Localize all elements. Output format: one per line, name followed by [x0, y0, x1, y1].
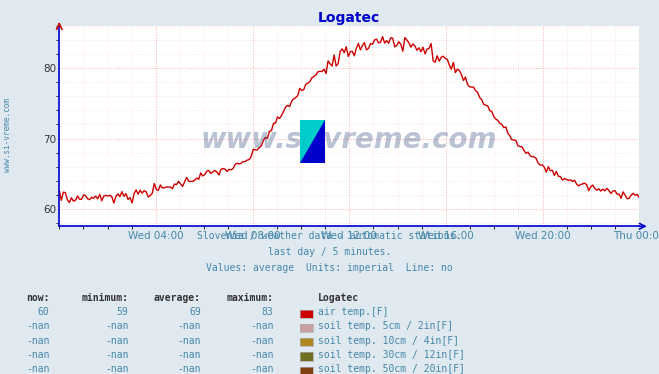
Text: now:: now: — [26, 293, 49, 303]
Text: soil temp. 50cm / 20in[F]: soil temp. 50cm / 20in[F] — [318, 364, 465, 374]
Text: soil temp. 30cm / 12in[F]: soil temp. 30cm / 12in[F] — [318, 350, 465, 360]
Text: -nan: -nan — [105, 322, 129, 331]
Text: -nan: -nan — [250, 322, 273, 331]
Text: 60: 60 — [38, 307, 49, 317]
Text: -nan: -nan — [26, 336, 49, 346]
Text: -nan: -nan — [105, 364, 129, 374]
Text: -nan: -nan — [177, 322, 201, 331]
Text: -nan: -nan — [105, 350, 129, 360]
Text: 59: 59 — [117, 307, 129, 317]
Text: -nan: -nan — [26, 350, 49, 360]
Text: -nan: -nan — [177, 336, 201, 346]
Text: minimum:: minimum: — [82, 293, 129, 303]
Text: average:: average: — [154, 293, 201, 303]
Title: Logatec: Logatec — [318, 11, 380, 25]
Text: -nan: -nan — [250, 350, 273, 360]
Text: last day / 5 minutes.: last day / 5 minutes. — [268, 247, 391, 257]
Text: 83: 83 — [262, 307, 273, 317]
Text: -nan: -nan — [177, 364, 201, 374]
Text: -nan: -nan — [250, 364, 273, 374]
Text: Values: average  Units: imperial  Line: no: Values: average Units: imperial Line: no — [206, 263, 453, 273]
Polygon shape — [300, 120, 325, 163]
Text: www.si-vreme.com: www.si-vreme.com — [3, 98, 13, 172]
Text: www.si-vreme.com: www.si-vreme.com — [201, 126, 498, 154]
Text: -nan: -nan — [250, 336, 273, 346]
Text: maximum:: maximum: — [227, 293, 273, 303]
Text: Logatec: Logatec — [318, 293, 358, 303]
Text: -nan: -nan — [177, 350, 201, 360]
Text: air temp.[F]: air temp.[F] — [318, 307, 388, 317]
Polygon shape — [300, 120, 325, 163]
Text: -nan: -nan — [26, 364, 49, 374]
Text: Slovenia / weather data - automatic stations.: Slovenia / weather data - automatic stat… — [197, 232, 462, 241]
Text: -nan: -nan — [26, 322, 49, 331]
Text: 69: 69 — [189, 307, 201, 317]
Text: soil temp. 10cm / 4in[F]: soil temp. 10cm / 4in[F] — [318, 336, 459, 346]
Text: soil temp. 5cm / 2in[F]: soil temp. 5cm / 2in[F] — [318, 322, 453, 331]
Text: -nan: -nan — [105, 336, 129, 346]
